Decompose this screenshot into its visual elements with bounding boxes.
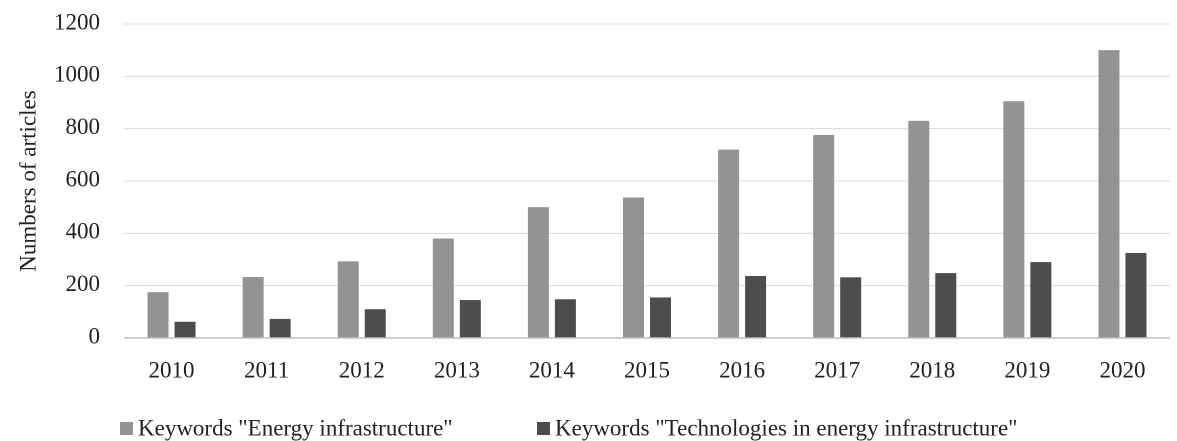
bar — [745, 275, 767, 338]
bar — [364, 309, 386, 338]
x-tick-label: 2016 — [719, 357, 765, 382]
legend-label: Keywords "Technologies in energy infrast… — [555, 415, 1018, 440]
bar — [1125, 252, 1147, 338]
y-tick-label: 400 — [66, 219, 101, 244]
bar — [174, 321, 196, 338]
bar — [337, 261, 359, 338]
x-tick-label: 2015 — [624, 357, 670, 382]
bar — [935, 273, 957, 338]
y-tick-label: 1000 — [54, 62, 100, 87]
bar — [650, 297, 671, 338]
bar — [242, 277, 264, 338]
y-tick-label: 200 — [66, 271, 101, 296]
x-tick-label: 2010 — [149, 357, 195, 382]
bar — [554, 299, 576, 338]
x-tick-label: 2013 — [434, 357, 480, 382]
bar — [718, 149, 740, 338]
bar — [623, 197, 644, 338]
legend-swatch — [537, 422, 550, 435]
y-tick-label: 1200 — [54, 9, 100, 34]
bar — [813, 134, 835, 338]
bar — [147, 292, 169, 338]
bar — [908, 120, 930, 338]
x-tick-label: 2020 — [1099, 357, 1145, 382]
legend-label: Keywords "Energy infrastructure" — [138, 415, 453, 440]
y-tick-label: 0 — [89, 323, 101, 348]
y-axis-label: Numbers of articles — [15, 90, 40, 271]
x-tick-label: 2012 — [339, 357, 385, 382]
bar — [1003, 101, 1025, 338]
bar — [432, 238, 454, 338]
x-tick-label: 2017 — [814, 357, 860, 382]
bar — [269, 318, 291, 338]
bar — [1030, 262, 1052, 338]
bar — [1098, 50, 1120, 339]
x-tick-label: 2014 — [529, 357, 576, 382]
x-tick-label: 2019 — [1004, 357, 1050, 382]
x-tick-label: 2011 — [244, 357, 289, 382]
y-tick-label: 600 — [66, 166, 101, 191]
y-tick-label: 800 — [66, 114, 101, 139]
x-tick-label: 2018 — [909, 357, 955, 382]
bar — [527, 207, 549, 338]
legend-swatch — [120, 422, 133, 435]
bar — [840, 277, 862, 338]
bar — [459, 300, 481, 338]
